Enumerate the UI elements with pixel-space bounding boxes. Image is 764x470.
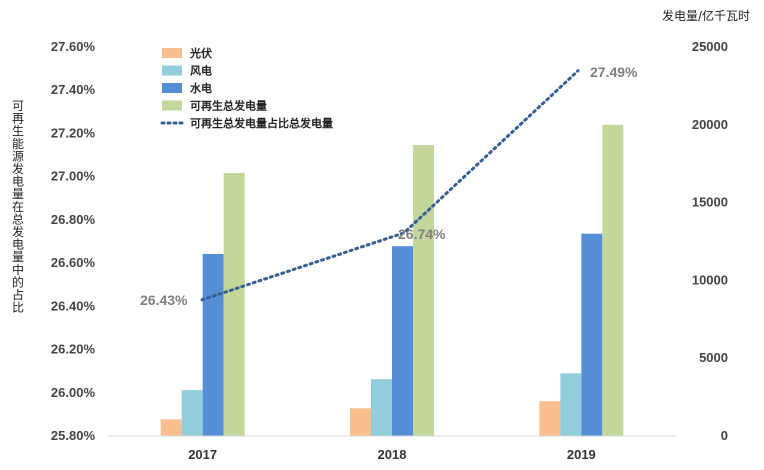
bar (350, 408, 371, 436)
bars (160, 124, 624, 437)
left-tick-label: 26.20% (51, 342, 96, 357)
right-axis-unit: 发电量/亿千瓦时 (662, 8, 750, 23)
legend-swatch (162, 83, 182, 93)
right-tick-label: 0 (721, 428, 728, 443)
data-label: 26.74% (398, 226, 446, 242)
data-label: 26.43% (140, 292, 188, 308)
right-tick-label: 25000 (692, 39, 728, 54)
legend-label: 水电 (190, 81, 212, 95)
bar (413, 145, 434, 436)
legend-label: 风电 (190, 64, 212, 78)
bar (371, 379, 392, 436)
left-tick-label: 25.80% (51, 428, 96, 443)
left-tick-label: 27.20% (51, 125, 96, 140)
legend-label: 可再生总发电量占比总发电量 (190, 116, 333, 130)
bar (392, 246, 413, 436)
right-tick-label: 5000 (699, 350, 728, 365)
right-tick-label: 15000 (692, 195, 728, 210)
bar (181, 390, 203, 436)
legend-swatch (162, 48, 182, 58)
right-axis: 0 5000 10000 15000 20000 25000 (692, 39, 728, 443)
left-tick-label: 27.60% (51, 39, 96, 54)
x-tick-label: 2019 (567, 447, 596, 462)
left-tick-label: 27.40% (51, 82, 96, 97)
bar (223, 173, 245, 436)
legend-label: 可再生总发电量 (190, 99, 267, 113)
bar (539, 401, 561, 436)
right-tick-label: 10000 (692, 272, 728, 287)
ratio-line (200, 69, 580, 302)
bar (581, 233, 603, 436)
legend-label: 光伏 (189, 46, 212, 60)
legend-swatch (162, 100, 182, 111)
left-tick-label: 26.80% (51, 212, 96, 227)
bar (602, 124, 624, 437)
right-tick-label: 20000 (692, 117, 728, 132)
left-tick-label: 26.60% (51, 255, 96, 270)
left-axis-label: 可再生能源发电量在总发电量中的占比 (12, 99, 24, 315)
ratio-line-layer: 26.43% 26.74% 27.49% (140, 64, 638, 308)
left-axis: 25.80% 26.00% 26.20% 26.40% 26.60% 26.80% 27.0… (51, 39, 96, 443)
legend-swatch (162, 65, 182, 76)
bar (160, 419, 182, 436)
x-axis: 2017 2018 2019 (108, 435, 676, 462)
bar (560, 373, 582, 436)
x-tick-label: 2018 (378, 447, 407, 462)
left-tick-label: 26.00% (51, 385, 96, 400)
data-label: 27.49% (590, 64, 638, 80)
x-tick-label: 2017 (188, 447, 217, 462)
left-tick-label: 27.00% (51, 169, 96, 184)
bar (202, 253, 224, 436)
left-tick-label: 26.40% (51, 298, 96, 313)
